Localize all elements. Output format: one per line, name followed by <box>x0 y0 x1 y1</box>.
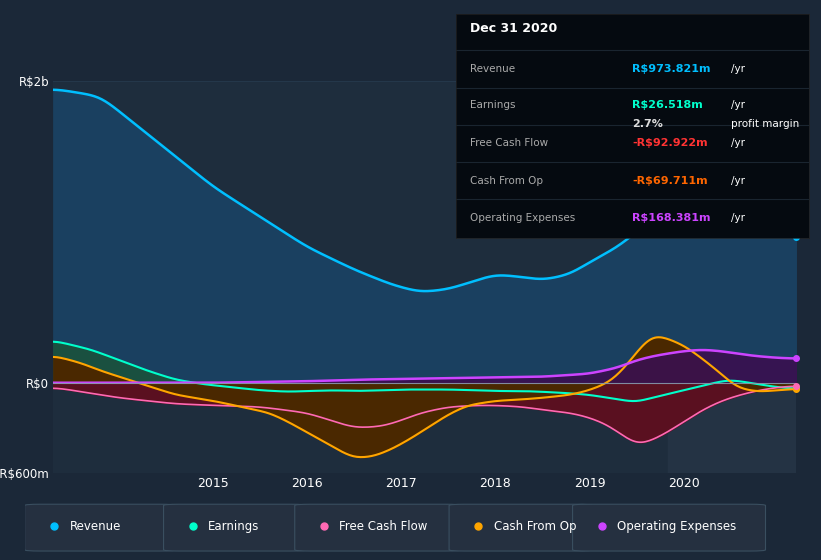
Text: /yr: /yr <box>731 176 745 186</box>
Text: Revenue: Revenue <box>470 64 515 74</box>
Text: Operating Expenses: Operating Expenses <box>470 213 575 223</box>
Text: R$973.821m: R$973.821m <box>632 64 711 74</box>
Text: Cash From Op: Cash From Op <box>494 520 576 533</box>
Text: /yr: /yr <box>731 64 745 74</box>
FancyBboxPatch shape <box>163 504 306 551</box>
Text: Dec 31 2020: Dec 31 2020 <box>470 22 557 35</box>
FancyBboxPatch shape <box>295 504 461 551</box>
Text: Free Cash Flow: Free Cash Flow <box>470 138 548 148</box>
FancyBboxPatch shape <box>572 504 765 551</box>
Bar <box>667 81 796 473</box>
Text: 2.7%: 2.7% <box>632 119 663 129</box>
Text: -R$92.922m: -R$92.922m <box>632 138 708 148</box>
Text: /yr: /yr <box>731 138 745 148</box>
FancyBboxPatch shape <box>449 504 592 551</box>
Text: Cash From Op: Cash From Op <box>470 176 543 186</box>
Text: -R$69.711m: -R$69.711m <box>632 176 708 186</box>
Text: Free Cash Flow: Free Cash Flow <box>340 520 428 533</box>
Text: Earnings: Earnings <box>209 520 259 533</box>
Text: profit margin: profit margin <box>731 119 800 129</box>
FancyBboxPatch shape <box>25 504 175 551</box>
Text: Operating Expenses: Operating Expenses <box>617 520 736 533</box>
Text: Revenue: Revenue <box>70 520 121 533</box>
Text: Earnings: Earnings <box>470 100 516 110</box>
Text: /yr: /yr <box>731 100 745 110</box>
Text: /yr: /yr <box>731 213 745 223</box>
Text: R$168.381m: R$168.381m <box>632 213 711 223</box>
Text: R$26.518m: R$26.518m <box>632 100 703 110</box>
